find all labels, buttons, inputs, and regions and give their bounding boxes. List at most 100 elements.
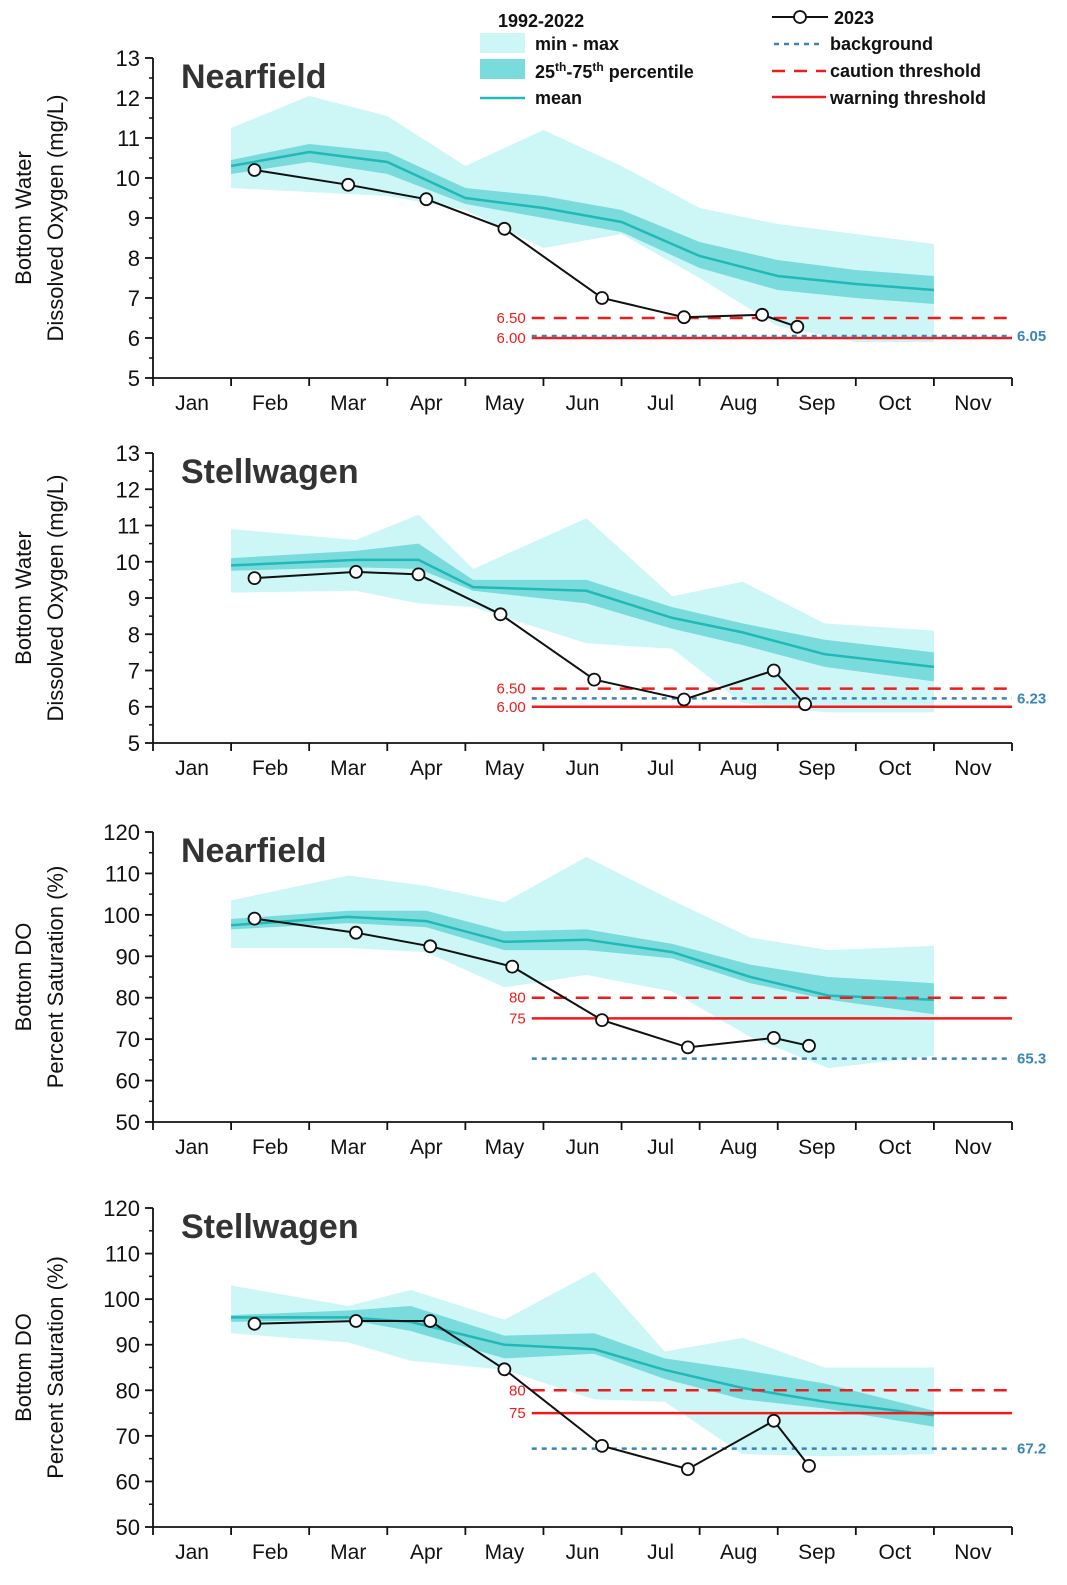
y-tick-label: 80	[116, 1378, 140, 1403]
series-2023-point	[247, 911, 262, 926]
panel-title: Stellwagen	[181, 453, 359, 491]
x-tick-label: Apr	[410, 1136, 443, 1159]
x-tick-label: Jan	[175, 757, 209, 780]
series-2023-point	[247, 163, 262, 177]
iqr-band	[231, 543, 934, 682]
x-tick-label: Sep	[798, 1541, 835, 1564]
x-tick-label: Mar	[330, 1136, 366, 1159]
x-tick-label: Feb	[252, 1136, 288, 1159]
y-tick-label: 6	[128, 326, 140, 351]
series-2023-point	[595, 291, 609, 305]
mean-line	[230, 150, 934, 292]
x-tick-label: Nov	[954, 1136, 992, 1159]
y-tick-label: 50	[116, 1515, 140, 1540]
x-tick-label: May	[485, 757, 525, 780]
y-tick-label: 10	[116, 166, 140, 191]
warning-value-label: 75	[509, 1405, 526, 1422]
x-tick-label: Nov	[954, 1541, 992, 1564]
series-2023-point	[349, 565, 363, 579]
iqr-band	[231, 1306, 934, 1427]
y-tick-label: 90	[116, 944, 140, 969]
series-2023-point	[411, 567, 426, 582]
y-tick-label: 6	[128, 695, 140, 720]
mean-line	[231, 1316, 935, 1417]
x-tick-label: May	[485, 392, 525, 415]
series-2023-point	[766, 663, 781, 678]
x-tick-label: Nov	[954, 392, 992, 415]
x-tick-label: Jun	[566, 1541, 600, 1564]
series-2023-point	[755, 307, 769, 322]
chart-panel-1: 6.50 6.00 6.05 5 6 7 8 9 10 11 12 13 Jan Feb Mar Apr May…	[11, 46, 1046, 415]
y-tick-label: 9	[128, 206, 140, 231]
y-tick-label: 12	[116, 477, 140, 502]
series-2023-point	[419, 192, 434, 207]
series-2023-point	[798, 697, 812, 712]
mean-line	[231, 915, 934, 1002]
y-tick-label: 90	[116, 1333, 140, 1358]
legend-minmax-label: min - max	[535, 34, 619, 54]
series-2023-line	[254, 570, 806, 705]
x-tick-label: Jul	[647, 392, 674, 415]
series-2023-line	[254, 917, 810, 1049]
series-2023-line	[254, 169, 798, 328]
x-tick-label: Feb	[252, 757, 288, 780]
mean-line	[231, 558, 935, 669]
y-tick-label: 7	[128, 659, 140, 684]
series-2023-point	[423, 1314, 438, 1328]
series-2023-point	[766, 1031, 781, 1045]
series-2023-point	[766, 1413, 781, 1428]
caution-value-label: 6.50	[497, 310, 526, 327]
legend-caution-label: caution threshold	[830, 61, 981, 81]
y-axis-label-line-1: Bottom Water	[11, 151, 36, 285]
series-2023-point	[497, 1362, 512, 1377]
warning-value-label: 6.00	[497, 330, 526, 347]
y-axis-label-line-2: Dissolved Oxygen (mg/L)	[43, 475, 68, 722]
caution-value-label: 80	[509, 1382, 526, 1399]
y-tick-label: 11	[117, 514, 140, 539]
x-tick-label: Feb	[252, 1541, 288, 1564]
x-tick-label: Jul	[647, 1541, 674, 1564]
y-tick-label: 13	[116, 441, 140, 466]
x-tick-label: Aug	[720, 392, 757, 415]
y-tick-label: 110	[105, 861, 140, 886]
background-value-label: 67.2	[1017, 1441, 1046, 1458]
series-2023-line	[254, 1320, 810, 1471]
x-tick-label: Apr	[410, 392, 443, 415]
y-axis-label-line-1: Bottom DO	[11, 923, 36, 1032]
legend-2023-label: 2023	[834, 8, 874, 28]
x-tick-label: Mar	[330, 757, 366, 780]
x-tick-label: Jan	[175, 392, 209, 415]
warning-value-label: 6.00	[497, 699, 526, 716]
series-2023-point	[681, 1462, 695, 1476]
y-axis-label-line-2: Dissolved Oxygen (mg/L)	[43, 95, 68, 342]
x-tick-label: Mar	[330, 1541, 366, 1564]
series-2023-point	[247, 571, 262, 585]
legend-mean-label: mean	[535, 88, 582, 108]
x-tick-label: May	[485, 1541, 525, 1564]
y-tick-label: 5	[128, 366, 140, 391]
y-tick-label: 5	[128, 731, 140, 756]
y-tick-label: 60	[116, 1469, 140, 1494]
y-tick-label: 11	[117, 126, 140, 151]
minmax-band	[231, 856, 934, 1069]
minmax-band	[231, 1271, 934, 1457]
y-tick-label: 60	[116, 1069, 140, 1094]
x-tick-label: Oct	[879, 1541, 912, 1564]
series-2023-point	[493, 607, 508, 622]
panel-title: Nearfield	[181, 832, 327, 870]
series-2023-point	[423, 939, 438, 954]
series-2023-point	[349, 925, 363, 940]
series-2023-point	[349, 1314, 363, 1328]
x-tick-label: Oct	[879, 1136, 912, 1159]
series-2023-point	[595, 1439, 609, 1453]
series-2023-point	[790, 319, 805, 334]
x-tick-label: May	[485, 1136, 525, 1159]
y-tick-label: 9	[128, 586, 140, 611]
x-tick-label: Aug	[720, 1136, 757, 1159]
y-tick-label: 13	[116, 46, 140, 71]
minmax-band	[231, 514, 934, 713]
x-tick-label: Jun	[566, 1136, 600, 1159]
y-tick-label: 100	[103, 903, 140, 928]
legend: 1992-2022 min - max 25th-75th percentile…	[480, 8, 986, 108]
